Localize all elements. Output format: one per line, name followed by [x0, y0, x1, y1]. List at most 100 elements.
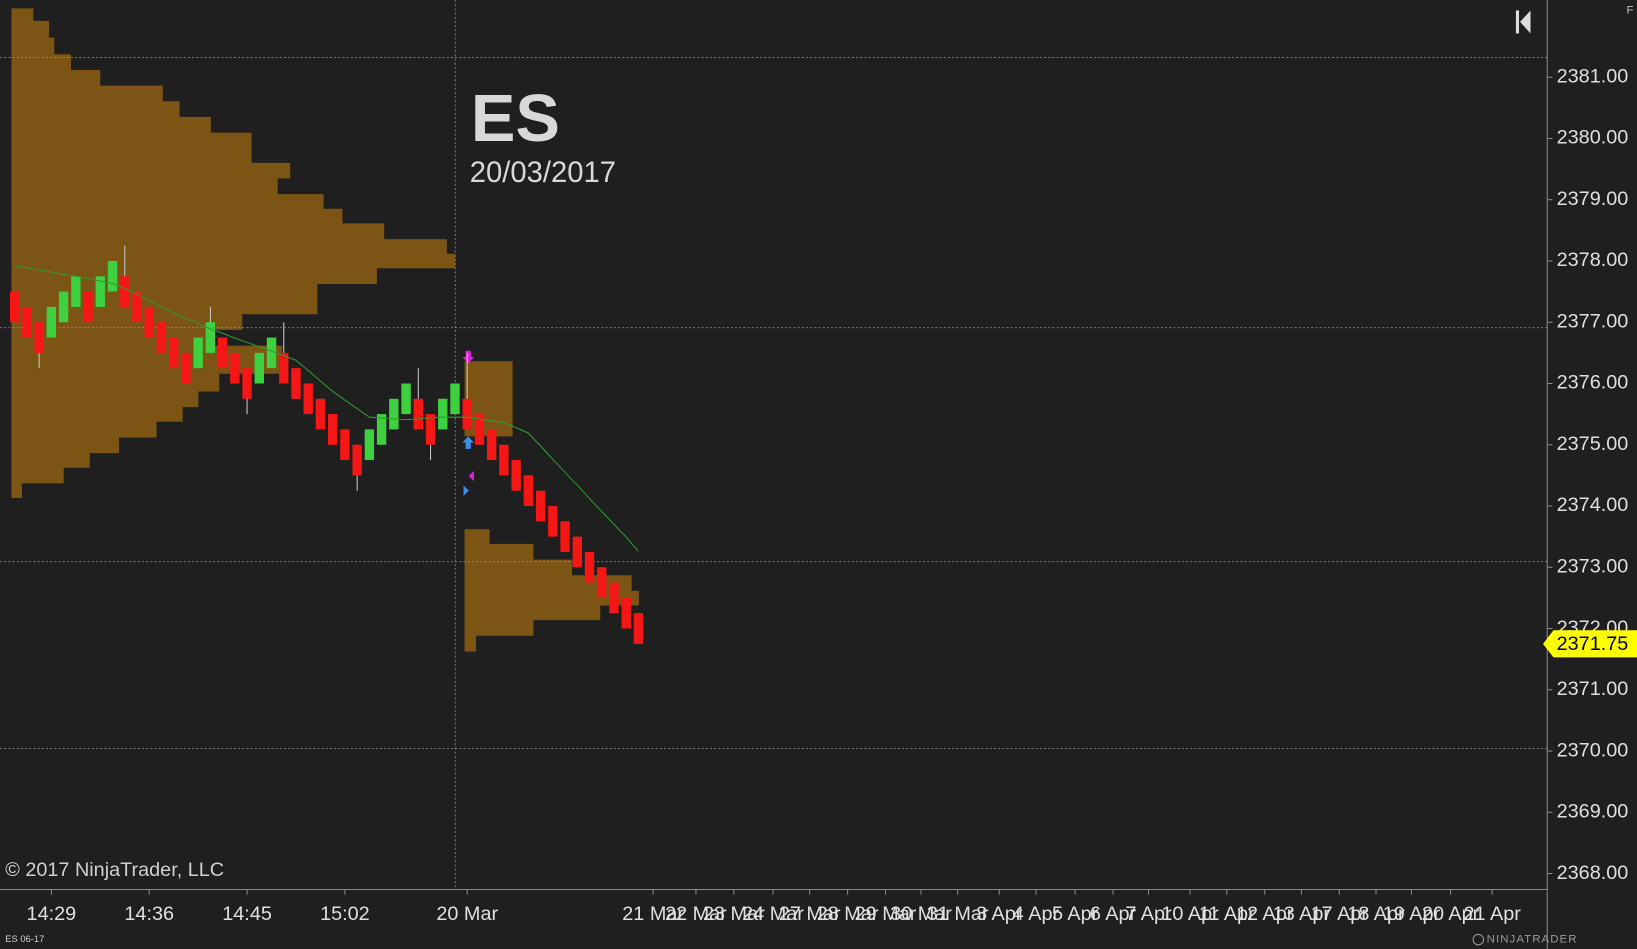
candle-body: [364, 429, 375, 461]
candle-body: [120, 276, 130, 307]
candle-body: [523, 475, 534, 507]
scroll-end-arrow: [1520, 10, 1531, 34]
candle-body: [327, 414, 338, 445]
candle-body: [376, 414, 387, 445]
candle-body: [340, 429, 350, 461]
candle-body: [279, 352, 289, 384]
brand-logo: NINJATRADER: [1487, 934, 1578, 946]
marker: [463, 485, 469, 496]
x-tick-label: 24 Mar: [742, 903, 804, 925]
x-tick-label: 6 Apr: [1090, 903, 1137, 925]
scroll-end-bar: [1515, 10, 1520, 34]
candle-body: [181, 352, 191, 384]
candle-body: [597, 567, 607, 598]
candle-body: [462, 398, 472, 430]
candle-body: [46, 306, 57, 338]
y-tick-label: 2374.00: [1557, 494, 1629, 516]
candle-body: [107, 260, 118, 292]
y-tick-label: 2375.00: [1557, 433, 1629, 455]
candle-body: [242, 368, 252, 399]
y-tick-label: 2371.00: [1557, 678, 1629, 700]
x-tick-label: 28 Mar: [817, 903, 879, 925]
chart-subtitle: 20/03/2017: [470, 157, 616, 189]
candle-body: [9, 291, 20, 323]
candle-body: [352, 444, 362, 476]
x-tick-label: 11 Apr: [1199, 903, 1255, 925]
candle-body: [217, 337, 228, 369]
y-tick-label: 2369.00: [1557, 801, 1629, 823]
x-tick-label: 14:29: [27, 903, 77, 925]
x-tick-label: 31 Mar: [927, 903, 989, 925]
candle-body: [499, 444, 509, 476]
candle-body: [230, 352, 240, 384]
x-tick-label: 13 Apr: [1273, 903, 1331, 925]
candle-body: [633, 613, 644, 644]
y-tick-label: 2368.00: [1557, 862, 1629, 884]
candle-body: [156, 322, 167, 353]
y-tick-label: 2373.00: [1557, 555, 1629, 577]
candle-body: [58, 291, 69, 323]
candle-body: [71, 276, 81, 307]
scroll-end-button[interactable]: [1515, 10, 1531, 34]
candle-body: [193, 337, 203, 369]
last-price-tag: [1543, 630, 1637, 658]
signal-markers: [462, 350, 474, 496]
y-tick-label: 2381.00: [1557, 65, 1629, 87]
candle-body: [266, 337, 277, 369]
y-tick-label: 2378.00: [1557, 249, 1629, 271]
candle-body: [144, 306, 154, 338]
volume-profile: [464, 529, 639, 652]
candle-body: [254, 352, 264, 384]
x-tick-label: 22 Mar: [665, 903, 727, 925]
candle-body: [413, 398, 423, 430]
candle-body: [401, 383, 411, 415]
marker: [462, 350, 474, 364]
candle-body: [584, 551, 595, 583]
y-tick-label: 2380.00: [1557, 127, 1629, 149]
x-tick-label: 19 Apr: [1383, 903, 1441, 925]
brand-icon: [1472, 933, 1485, 946]
x-tick-label: 29 Mar: [855, 903, 917, 925]
y-tick-label: 2370.00: [1557, 739, 1629, 761]
x-tick-label: 27 Mar: [779, 903, 841, 925]
candle-body: [425, 414, 436, 445]
x-tick-label: 7 Apr: [1125, 903, 1172, 925]
marker: [462, 436, 474, 449]
candle-body: [572, 536, 582, 568]
candle-body: [450, 383, 460, 415]
x-tick-label: 20 Mar: [436, 903, 498, 925]
x-tick-label: 20 Apr: [1422, 903, 1480, 925]
moving-average: [14, 265, 639, 552]
candle-body: [34, 322, 44, 353]
candle-body: [389, 398, 399, 430]
marker: [468, 470, 474, 482]
x-tick-label: 4 Apr: [1013, 903, 1060, 925]
corner-button[interactable]: F: [1627, 4, 1634, 16]
x-tick-label: 30 Mar: [890, 903, 952, 925]
x-tick-label: 21 Apr: [1464, 903, 1522, 925]
chart-title: ES: [471, 82, 560, 156]
y-tick-label: 2379.00: [1557, 188, 1629, 210]
instrument-label: ES 06-17: [5, 933, 44, 944]
candle-body: [511, 460, 521, 491]
volume-profile: [11, 8, 456, 498]
candle-body: [22, 306, 32, 338]
candle-body: [560, 521, 570, 552]
candle-body: [438, 398, 448, 430]
candle-body: [535, 490, 546, 522]
x-tick-label: 23 Mar: [703, 903, 765, 925]
candle-body: [621, 597, 631, 629]
x-tick-label: 17 Apr: [1311, 903, 1369, 925]
candle-body: [95, 276, 105, 307]
candle-body: [474, 414, 485, 445]
y-tick-label: 2377.00: [1557, 310, 1629, 332]
y-tick-label: 2376.00: [1557, 372, 1629, 394]
copyright: © 2017 NinjaTrader, LLC: [5, 859, 224, 881]
x-tick-label: 14:45: [222, 903, 272, 925]
candle-body: [132, 291, 142, 323]
x-tick-label: 3 Apr: [976, 903, 1023, 925]
candle-body: [486, 429, 497, 461]
